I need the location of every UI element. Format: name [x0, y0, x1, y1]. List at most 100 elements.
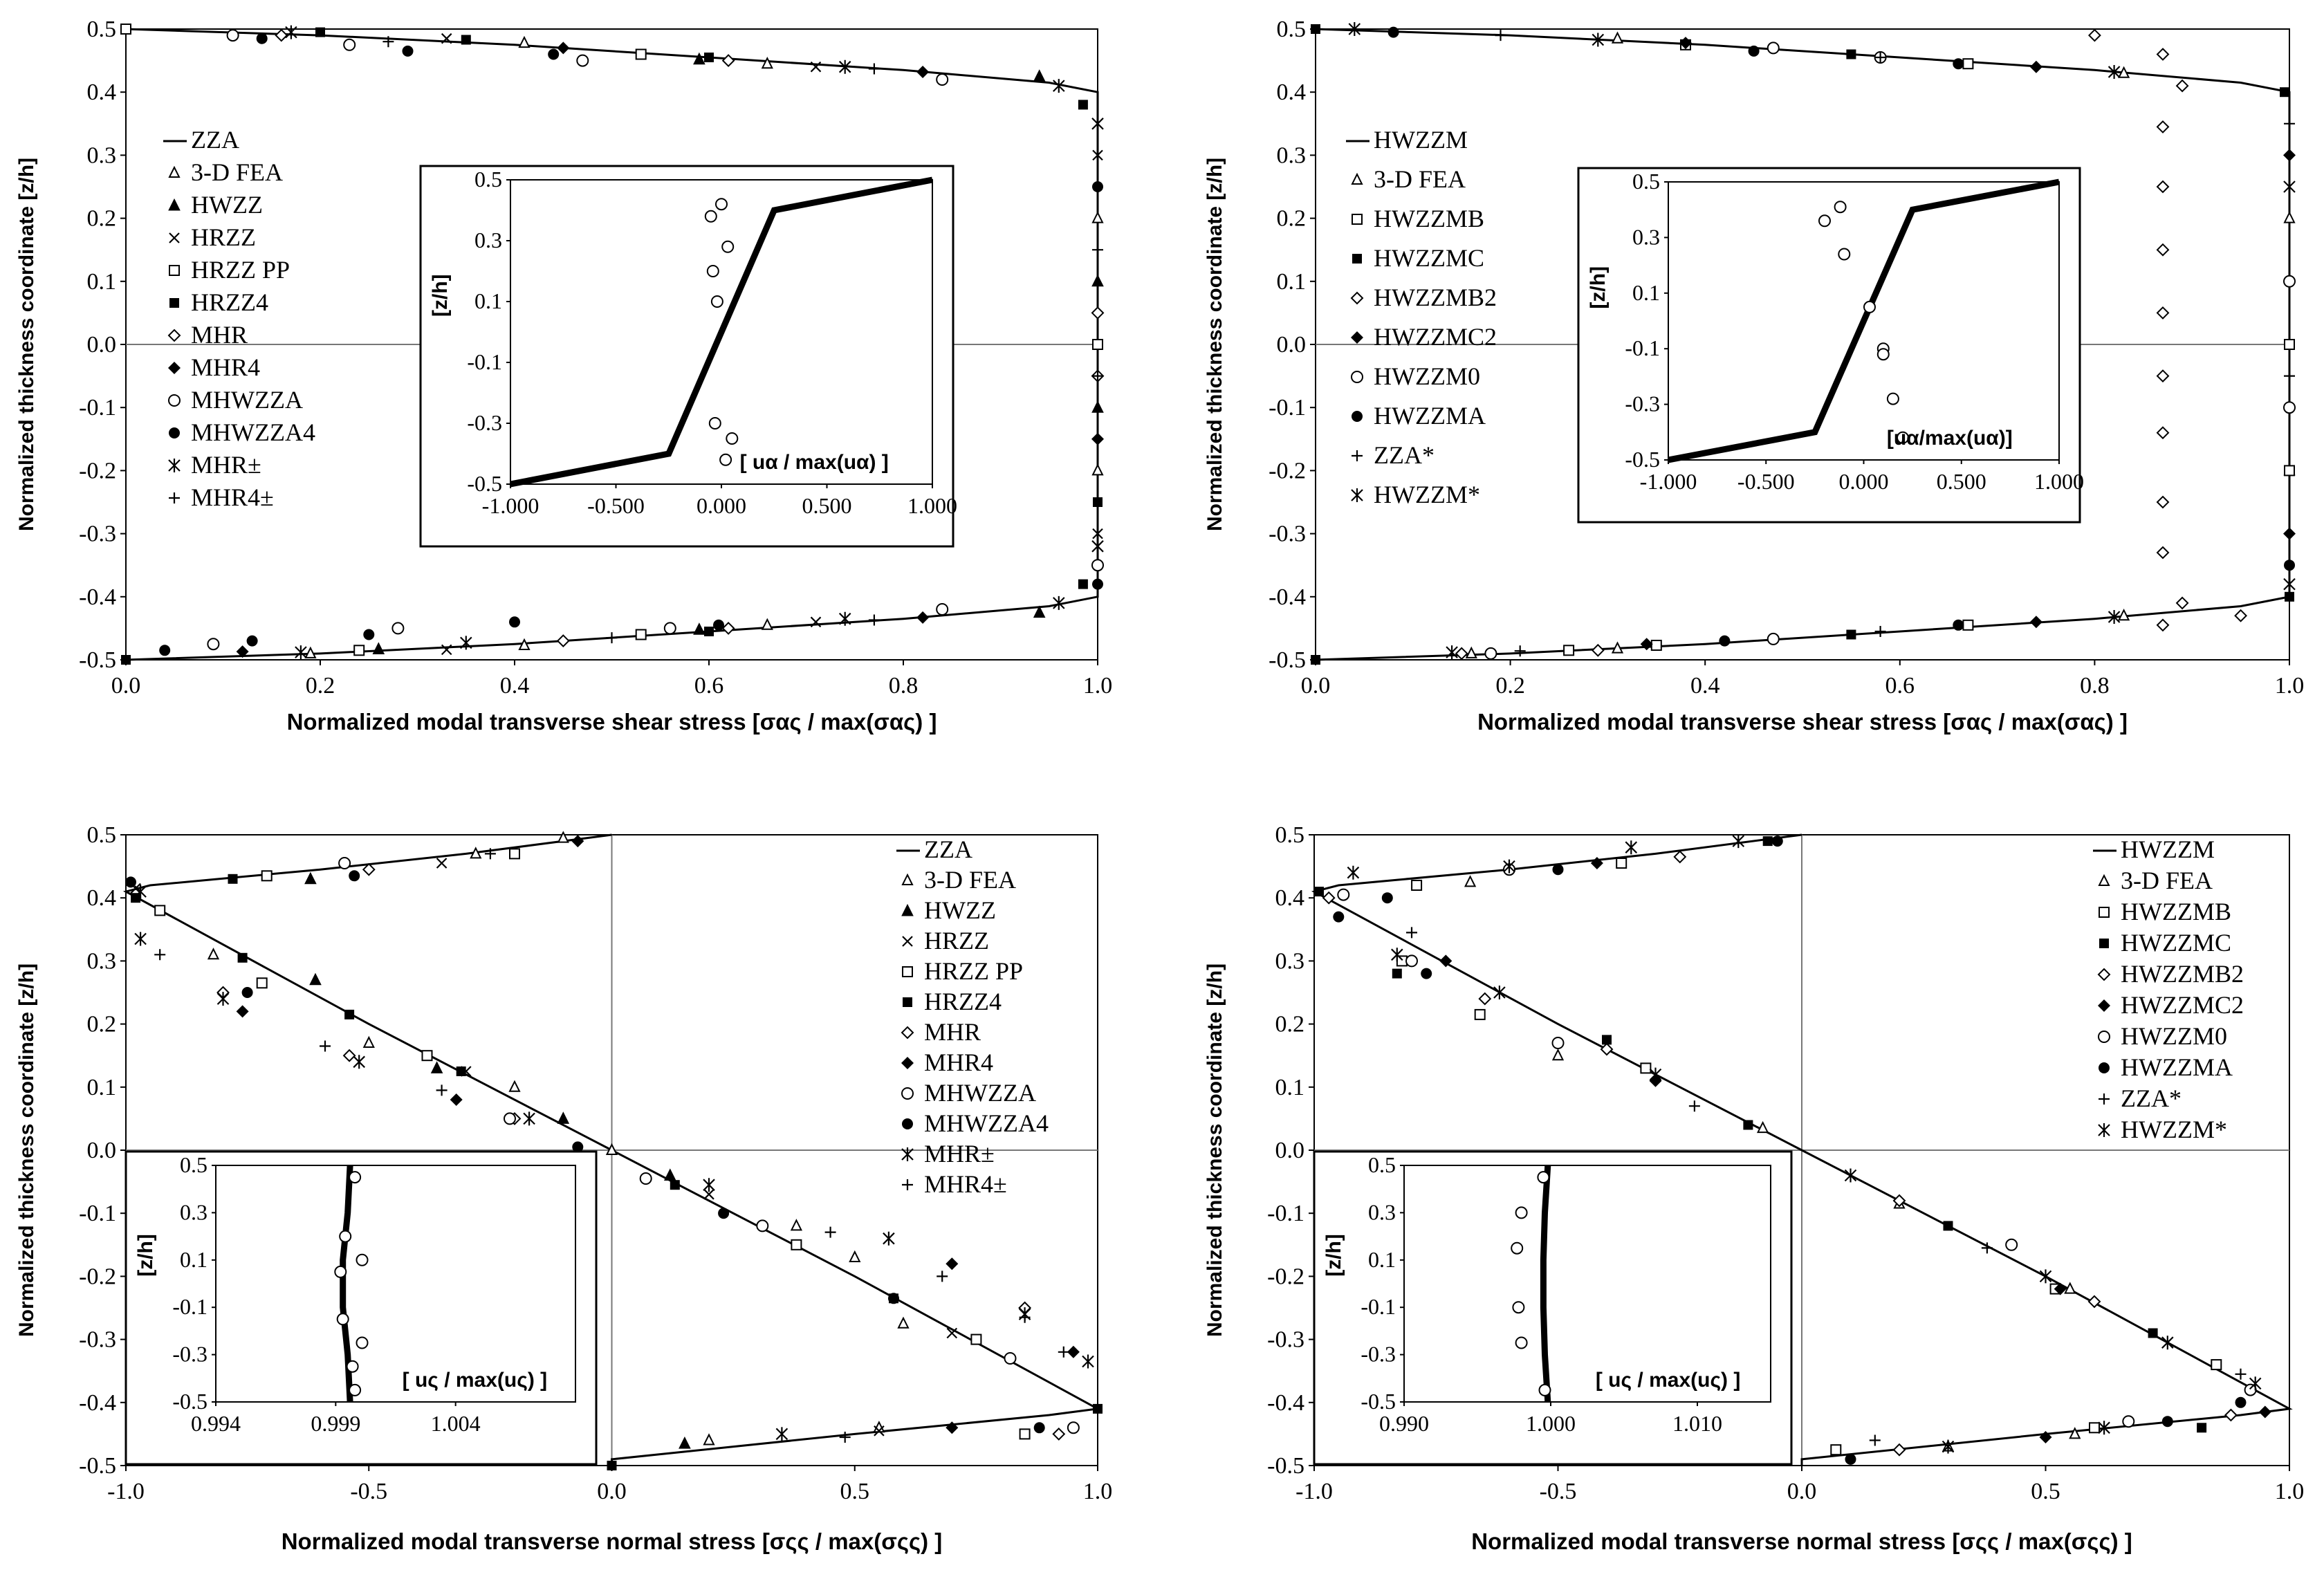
inset-data-point: [1538, 1383, 1551, 1396]
x-tick-label: 0.5: [840, 1479, 870, 1504]
legend-label: HWZZMC2: [2121, 991, 2244, 1019]
y-tick-label: -0.2: [79, 458, 116, 483]
inset-data-point: [349, 1171, 362, 1184]
data-point: [1748, 45, 1760, 57]
x-tick-label: 0.8: [889, 673, 919, 699]
data-point: [504, 1112, 516, 1125]
y-tick-label: 0.5: [87, 822, 117, 848]
data-point: [256, 977, 268, 989]
data-point: [131, 893, 141, 903]
data-point: [1771, 835, 1783, 847]
x-axis-label: Normalized modal transverse shear stress…: [1477, 709, 2128, 735]
data-point: [363, 629, 375, 640]
data-point: [1830, 1444, 1842, 1456]
inset-y-tick-label: -0.1: [467, 349, 502, 374]
inset: 0.5 0.3 0.1 -0.1 -0.3 -0.5-1.000 -0.500 0.000 0.…: [419, 165, 957, 548]
data-point: [670, 1180, 680, 1190]
inset-data-point: [1512, 1301, 1525, 1314]
data-point: [120, 24, 131, 35]
data-point: [2284, 560, 2295, 571]
data-point: [1962, 58, 1974, 70]
inset-x-tick-label: 1.000: [907, 493, 957, 518]
inset-y-tick-label: -0.1: [1361, 1294, 1396, 1319]
data-point: [402, 45, 414, 57]
inset-x-tick-label: -0.500: [587, 493, 645, 518]
x-tick-label: 0.0: [1787, 1479, 1817, 1504]
legend-label: MHR4: [191, 353, 260, 381]
legend-marker: [902, 1118, 913, 1129]
legend-label: HWZZMB2: [1374, 284, 1497, 311]
y-tick-label: -0.3: [79, 1327, 116, 1353]
inset-y-tick-label: -0.5: [467, 471, 502, 496]
inset-y-tick-label: 0.5: [1632, 169, 1660, 194]
legend-label: 3-D FEA: [1374, 165, 1466, 193]
y-axis-label: Normalized thickness coordinate [z/h]: [1204, 963, 1226, 1337]
panel-bottom-left: -0.5 -0.4 -0.3 -0.2 -0.1 0.0 0.1 0.2 0.3 0.4 0.5 -1…: [15, 822, 1112, 1554]
inset-curve: [1540, 1165, 1551, 1403]
data-point: [1004, 1352, 1017, 1365]
inset-data-point: [710, 295, 723, 308]
panel-top-left: -0.5-0.4-0.3-0.2-0.10.00.10.20.30.40.50.…: [15, 17, 1112, 735]
data-point: [1311, 655, 1320, 665]
data-point: [1640, 1062, 1652, 1074]
data-point: [1019, 1428, 1031, 1440]
data-point: [1396, 955, 1408, 967]
data-point: [704, 53, 714, 62]
legend: ZZA 3-D FEA HWZZ HRZZ HRZZ PP HRZZ4 MHR MHR4 MHW…: [163, 126, 315, 511]
data-point: [639, 1172, 652, 1185]
inset-x-label: [uα/max(uα)]: [1887, 427, 2013, 450]
x-tick-label: -1.0: [107, 1479, 145, 1504]
data-point: [1953, 619, 1964, 631]
data-point: [509, 616, 520, 628]
inset-y-tick-label: -0.3: [172, 1342, 208, 1367]
legend-marker: [169, 298, 179, 308]
inset-y-tick-label: 0.3: [474, 228, 502, 252]
data-point: [2283, 275, 2296, 288]
inset-y-tick-label: 0.5: [180, 1152, 208, 1177]
data-point: [2285, 591, 2294, 602]
y-tick-label: -0.5: [1269, 647, 1306, 673]
y-tick-label: 0.2: [1275, 1012, 1305, 1037]
y-tick-label: -0.3: [1267, 1327, 1304, 1353]
inset-data-point: [356, 1336, 369, 1349]
data-point: [1411, 880, 1423, 891]
inset-x-tick-label: 1.000: [2034, 469, 2084, 494]
y-axis-label: Normalized thickness coordinate [z/h]: [15, 963, 38, 1337]
data-point: [704, 627, 714, 636]
data-point: [1846, 49, 1856, 59]
data-point: [2122, 1415, 2135, 1428]
inset-data-point: [1511, 1241, 1524, 1255]
legend-marker: [2099, 939, 2109, 948]
data-point: [1421, 968, 1432, 979]
legend-label: MHR±: [191, 451, 261, 479]
y-tick-label: -0.2: [79, 1264, 116, 1289]
y-tick-label: -0.5: [79, 1453, 116, 1479]
legend-label: HWZZMC: [1374, 244, 1484, 272]
inset-x-label: [ uς / max(uς) ]: [403, 1369, 548, 1392]
inset-data-point: [708, 417, 721, 430]
inset-y-label: [z/h]: [1587, 266, 1610, 309]
data-point: [456, 1066, 466, 1076]
x-tick-label: 0.0: [111, 673, 141, 699]
inset-data-point: [1818, 214, 1831, 228]
y-tick-label: -0.5: [79, 647, 116, 673]
data-point: [159, 645, 171, 656]
x-tick-label: 0.2: [1495, 673, 1525, 699]
data-point: [1719, 635, 1731, 647]
data-point: [121, 655, 131, 665]
data-point: [241, 987, 253, 998]
inset-y-tick-label: 0.3: [1368, 1199, 1396, 1224]
inset-y-tick-label: -0.3: [1361, 1342, 1396, 1367]
y-tick-label: 0.0: [1275, 1138, 1305, 1163]
data-point: [936, 603, 949, 616]
legend-label: HWZZM*: [2121, 1116, 2227, 1143]
inset-x-tick-label: 1.000: [1526, 1411, 1576, 1436]
x-axis-label: Normalized modal transverse normal stres…: [282, 1529, 943, 1554]
y-tick-label: 0.2: [87, 1012, 117, 1037]
y-tick-label: -0.1: [79, 1201, 116, 1226]
y-tick-label: 0.4: [87, 80, 117, 105]
inset-y-label: [z/h]: [429, 274, 452, 317]
legend-label: HRZZ: [191, 223, 256, 251]
data-point: [1078, 100, 1088, 110]
legend-label: MHR±: [924, 1140, 995, 1167]
